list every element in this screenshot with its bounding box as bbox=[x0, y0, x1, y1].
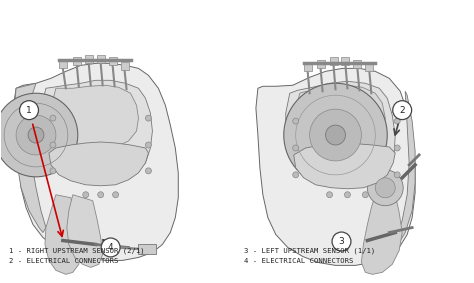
Polygon shape bbox=[39, 80, 153, 183]
Circle shape bbox=[146, 115, 151, 121]
Circle shape bbox=[394, 145, 400, 151]
Bar bbox=[97, 55, 105, 63]
Circle shape bbox=[113, 192, 118, 198]
Bar bbox=[365, 63, 374, 71]
Polygon shape bbox=[51, 85, 138, 149]
Bar bbox=[85, 55, 93, 63]
Text: 1: 1 bbox=[26, 106, 32, 115]
Circle shape bbox=[293, 118, 299, 124]
Circle shape bbox=[83, 192, 89, 198]
Polygon shape bbox=[49, 142, 148, 186]
Circle shape bbox=[326, 125, 346, 145]
Text: 3 - LEFT UPSTREAM SENSOR (1/1): 3 - LEFT UPSTREAM SENSOR (1/1) bbox=[244, 248, 375, 254]
Circle shape bbox=[375, 178, 395, 198]
Circle shape bbox=[284, 83, 387, 187]
Circle shape bbox=[394, 172, 400, 178]
Polygon shape bbox=[395, 91, 415, 243]
Polygon shape bbox=[256, 68, 415, 265]
Bar bbox=[317, 60, 325, 68]
Polygon shape bbox=[361, 195, 402, 274]
Bar bbox=[354, 60, 361, 68]
Circle shape bbox=[345, 192, 350, 198]
Circle shape bbox=[101, 238, 120, 257]
Circle shape bbox=[293, 172, 299, 178]
Circle shape bbox=[332, 232, 351, 251]
Circle shape bbox=[50, 115, 56, 121]
Bar bbox=[138, 245, 156, 254]
Bar bbox=[341, 57, 349, 65]
Circle shape bbox=[50, 168, 56, 174]
Circle shape bbox=[363, 192, 368, 198]
Bar bbox=[59, 60, 67, 68]
Circle shape bbox=[367, 170, 403, 206]
Text: 4: 4 bbox=[108, 243, 113, 252]
Circle shape bbox=[327, 192, 333, 198]
Bar bbox=[120, 62, 128, 70]
Circle shape bbox=[50, 142, 56, 148]
Circle shape bbox=[28, 127, 44, 143]
Circle shape bbox=[0, 93, 78, 177]
Bar bbox=[73, 57, 81, 65]
Polygon shape bbox=[67, 195, 103, 267]
Circle shape bbox=[393, 101, 411, 120]
Text: 4 - ELECTRICAL CONNECTORS: 4 - ELECTRICAL CONNECTORS bbox=[244, 258, 353, 264]
Polygon shape bbox=[45, 195, 81, 274]
Bar bbox=[304, 63, 311, 71]
Text: 2: 2 bbox=[400, 106, 405, 115]
Circle shape bbox=[16, 115, 56, 155]
Circle shape bbox=[146, 142, 151, 148]
Circle shape bbox=[394, 118, 400, 124]
Polygon shape bbox=[296, 85, 385, 154]
Text: 1 - RIGHT UPSTREAM SENSOR (2/1): 1 - RIGHT UPSTREAM SENSOR (2/1) bbox=[9, 248, 145, 254]
Polygon shape bbox=[286, 81, 395, 187]
Polygon shape bbox=[13, 83, 46, 233]
Circle shape bbox=[98, 192, 104, 198]
Circle shape bbox=[146, 168, 151, 174]
Circle shape bbox=[293, 145, 299, 151]
Circle shape bbox=[19, 101, 38, 120]
Text: 2 - ELECTRICAL CONNECTORS: 2 - ELECTRICAL CONNECTORS bbox=[9, 258, 118, 264]
Bar bbox=[329, 57, 337, 65]
Circle shape bbox=[310, 109, 361, 161]
Polygon shape bbox=[294, 143, 395, 189]
Bar bbox=[109, 57, 117, 65]
Polygon shape bbox=[13, 63, 178, 260]
Text: 3: 3 bbox=[338, 237, 344, 246]
